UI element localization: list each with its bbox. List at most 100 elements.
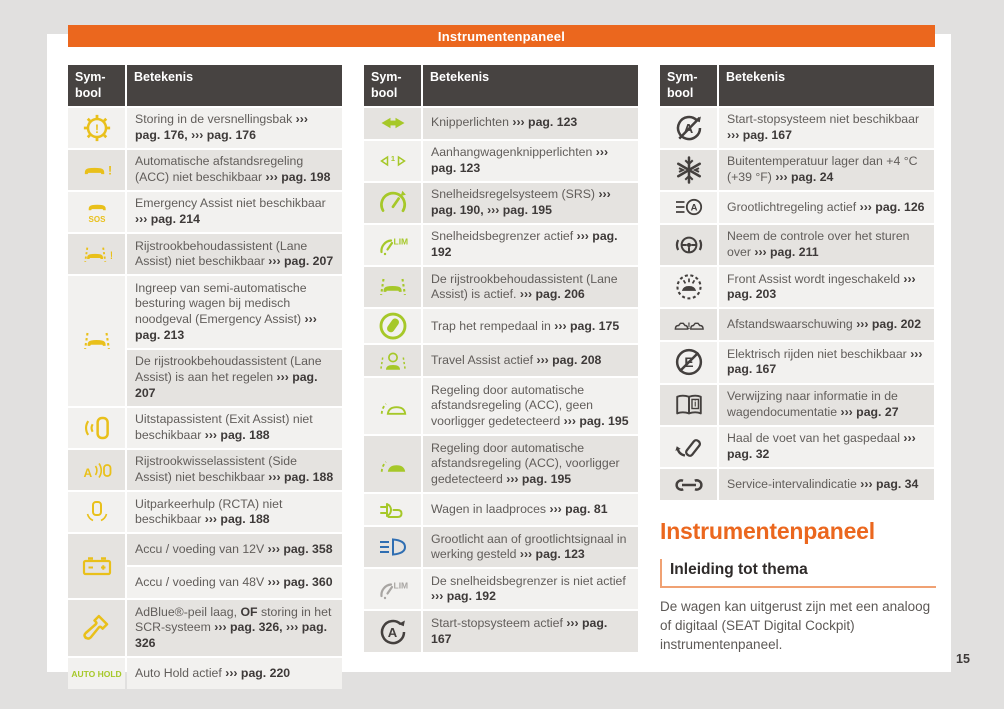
speed-limiter-active-icon: LIM (378, 234, 408, 256)
svg-text:A: A (83, 466, 92, 480)
meaning-cell: Uitparkeerhulp (RCTA) niet beschikbaar ›… (127, 492, 342, 533)
meaning-cell: Verwijzing naar informatie in de wagendo… (719, 384, 934, 425)
symbol-cell: ! (660, 309, 717, 341)
meaning-cell: Afstandswaarschuwing ››› pag. 202 (719, 309, 934, 341)
intro-section: Instrumentenpaneel Inleiding tot thema D… (660, 518, 936, 655)
meaning-cell: Snelheidsbegrenzer actief ››› pag. 192 (423, 224, 638, 266)
svg-text:A: A (387, 625, 397, 640)
symbol-cell: A (68, 449, 125, 491)
symbol-cell (660, 469, 717, 501)
meaning-cell: Ingreep van semi-automatische besturing … (127, 276, 342, 348)
meaning-cell: Snelheidsregelsysteem (SRS) ››› pag. 190… (423, 182, 638, 223)
speed-limiter-inactive-icon: LIM (378, 578, 408, 600)
service-interval-icon (674, 478, 704, 492)
lift-foot-icon (674, 433, 704, 461)
meaning-cell: Regeling door automatische afstandsregel… (423, 378, 638, 435)
meaning-cell: Trap het rempedaal in ››› pag. 175 (423, 309, 638, 344)
column-header-meaning: Betekenis (719, 65, 934, 106)
meaning-cell: Start-stopsysteem actief ››› pag. 167 (423, 611, 638, 652)
chapter-banner-title: Instrumentenpaneel (437, 28, 566, 44)
symbol-cell (68, 492, 125, 533)
symbol-cell: ! (68, 149, 125, 190)
lane-assist-warning-icon: ! (82, 245, 112, 264)
start-stop-unavailable-icon: A (674, 113, 704, 143)
svg-text:!: ! (108, 164, 112, 178)
meaning-cell: Service-intervalindicatie ››› pag. 34 (719, 469, 934, 501)
acc-unavailable-icon: ! (82, 160, 112, 179)
meaning-cell: Front Assist wordt ingeschakeld ››› pag.… (719, 267, 934, 308)
page-number: 15 (956, 652, 970, 666)
low-temperature-icon (674, 155, 704, 185)
symbol-cell: LIM (364, 569, 421, 610)
meaning-cell: Start-stopsysteem niet beschikbaar ››› p… (719, 107, 934, 148)
meaning-cell: Storing in de versnellingsbak ››› pag. 1… (127, 107, 342, 148)
meaning-cell: Accu / voeding van 12V ››› pag. 358 (127, 534, 342, 566)
symbol-cell (364, 345, 421, 377)
meaning-cell: Uitstapassistent (Exit Assist) niet besc… (127, 407, 342, 448)
exit-assist-icon (82, 413, 112, 443)
symbol-tables: Sym- bool Betekenis! Storing in de versnel… (68, 65, 934, 690)
svg-text:A: A (690, 203, 697, 214)
side-assist-icon: A (82, 458, 112, 482)
documentation-icon: i (674, 393, 704, 417)
start-stop-active-icon: A (378, 617, 408, 647)
meaning-cell: De rijstrookbehoudassistent (Lane Assist… (423, 267, 638, 308)
meaning-cell: Accu / voeding van 48V ››› pag. 360 (127, 567, 342, 599)
column-header-meaning: Betekenis (127, 65, 342, 106)
meaning-cell: Elektrisch rijden niet beschikbaar ››› p… (719, 342, 934, 383)
meaning-cell: Buitentemperatuur lager dan +4 °C (+39 °… (719, 149, 934, 190)
symbol-cell (660, 267, 717, 308)
auto-hold-label: AUTO HOLD (71, 668, 122, 679)
symbol-cell: A (364, 611, 421, 652)
lane-assist-active-icon (378, 276, 408, 298)
symbol-cell (660, 426, 717, 468)
meaning-cell: De rijstrookbehoudassistent (Lane Assist… (127, 349, 342, 406)
column-header-symbol: Sym- bool (364, 65, 421, 106)
acc-target-icon (378, 453, 408, 476)
symbol-cell (68, 407, 125, 448)
symbol-cell: i (660, 384, 717, 425)
section-body: De wagen kan uitgerust zijn met een anal… (660, 599, 931, 652)
symbol-cell (68, 276, 125, 406)
gearbox-warning-icon: ! (82, 113, 112, 143)
distance-warning-icon: ! (674, 318, 704, 332)
symbol-cell (68, 600, 125, 657)
acc-no-target-icon (378, 395, 408, 418)
symbol-cell: AUTO HOLD (68, 658, 125, 690)
column-header-meaning: Betekenis (423, 65, 638, 106)
symbol-cell (68, 534, 125, 599)
svg-text:LIM: LIM (393, 237, 408, 247)
adblue-icon (82, 613, 112, 643)
meaning-cell: Haal de voet van het gaspedaal ››› pag. … (719, 426, 934, 468)
symbol-cell: SOS (68, 191, 125, 233)
symbol-table-1: Sym- bool Betekenis! Storing in de versnel… (68, 65, 342, 690)
symbol-cell (660, 149, 717, 190)
front-assist-icon (674, 273, 704, 301)
symbol-cell (364, 182, 421, 223)
symbol-cell (364, 378, 421, 435)
svg-text:!: ! (109, 250, 111, 262)
turn-signals-icon (378, 114, 408, 132)
steering-takeover-icon (674, 234, 704, 256)
trailer-turn-signals-icon: 1 (378, 152, 408, 170)
column-header-symbol: Sym- bool (68, 65, 125, 106)
high-beam-icon (378, 537, 408, 557)
travel-assist-icon (378, 350, 408, 373)
meaning-cell: Wagen in laadproces ››› pag. 81 (423, 494, 638, 526)
meaning-cell: AdBlue®-peil laag, OF storing in het SCR… (127, 600, 342, 657)
chapter-banner: Instrumentenpaneel (68, 25, 935, 47)
symbol-cell (364, 267, 421, 308)
meaning-cell: Knipperlichten ››› pag. 123 (423, 107, 638, 139)
svg-text:LIM: LIM (393, 581, 408, 591)
auto-high-beam-icon: A (674, 197, 704, 217)
symbol-cell: ! (68, 107, 125, 148)
symbol-cell (660, 224, 717, 266)
meaning-cell: Travel Assist actief ››› pag. 208 (423, 345, 638, 377)
svg-text:i: i (694, 399, 696, 408)
meaning-cell: Regeling door automatische afstandsregel… (423, 436, 638, 493)
rcta-icon (82, 500, 112, 524)
svg-text:SOS: SOS (88, 215, 106, 224)
section-title: Instrumentenpaneel (660, 518, 875, 544)
